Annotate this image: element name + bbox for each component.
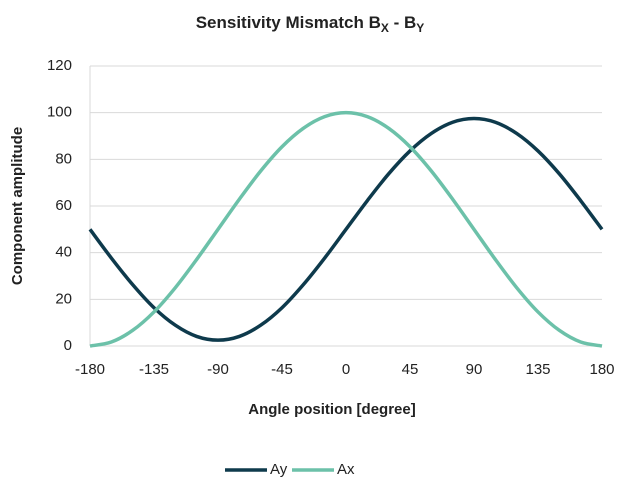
chart-title: Sensitivity Mismatch BX - BY: [196, 13, 425, 35]
y-tick-label: 60: [55, 197, 72, 214]
y-tick-label: 120: [47, 57, 72, 74]
x-tick-label: 90: [466, 361, 483, 378]
legend-label: Ay: [270, 461, 288, 478]
x-tick-label: 180: [589, 361, 614, 378]
x-tick-label: -135: [139, 361, 169, 378]
x-tick-label: -90: [207, 361, 229, 378]
x-tick-label: 0: [342, 361, 350, 378]
series-line: [88, 116, 604, 342]
x-tick-label: -180: [75, 361, 105, 378]
y-tick-label: 20: [55, 290, 72, 307]
series-line: [89, 110, 603, 348]
legend-label: Ax: [337, 461, 355, 478]
y-tick-label: 40: [55, 244, 72, 261]
y-tick-label: 80: [55, 150, 72, 167]
x-axis-label: Angle position [degree]: [248, 401, 416, 418]
y-tick-label: 100: [47, 104, 72, 121]
y-tick-label: 0: [64, 337, 72, 354]
title-part: - B: [389, 13, 416, 32]
x-tick-label: -45: [271, 361, 293, 378]
x-tick-label: 135: [525, 361, 550, 378]
x-tick-label: 45: [402, 361, 419, 378]
y-axis-label: Component amplitude: [9, 127, 26, 285]
title-sub: X: [381, 21, 389, 35]
title-part: Sensitivity Mismatch B: [196, 13, 381, 32]
title-sub: Y: [416, 21, 424, 35]
